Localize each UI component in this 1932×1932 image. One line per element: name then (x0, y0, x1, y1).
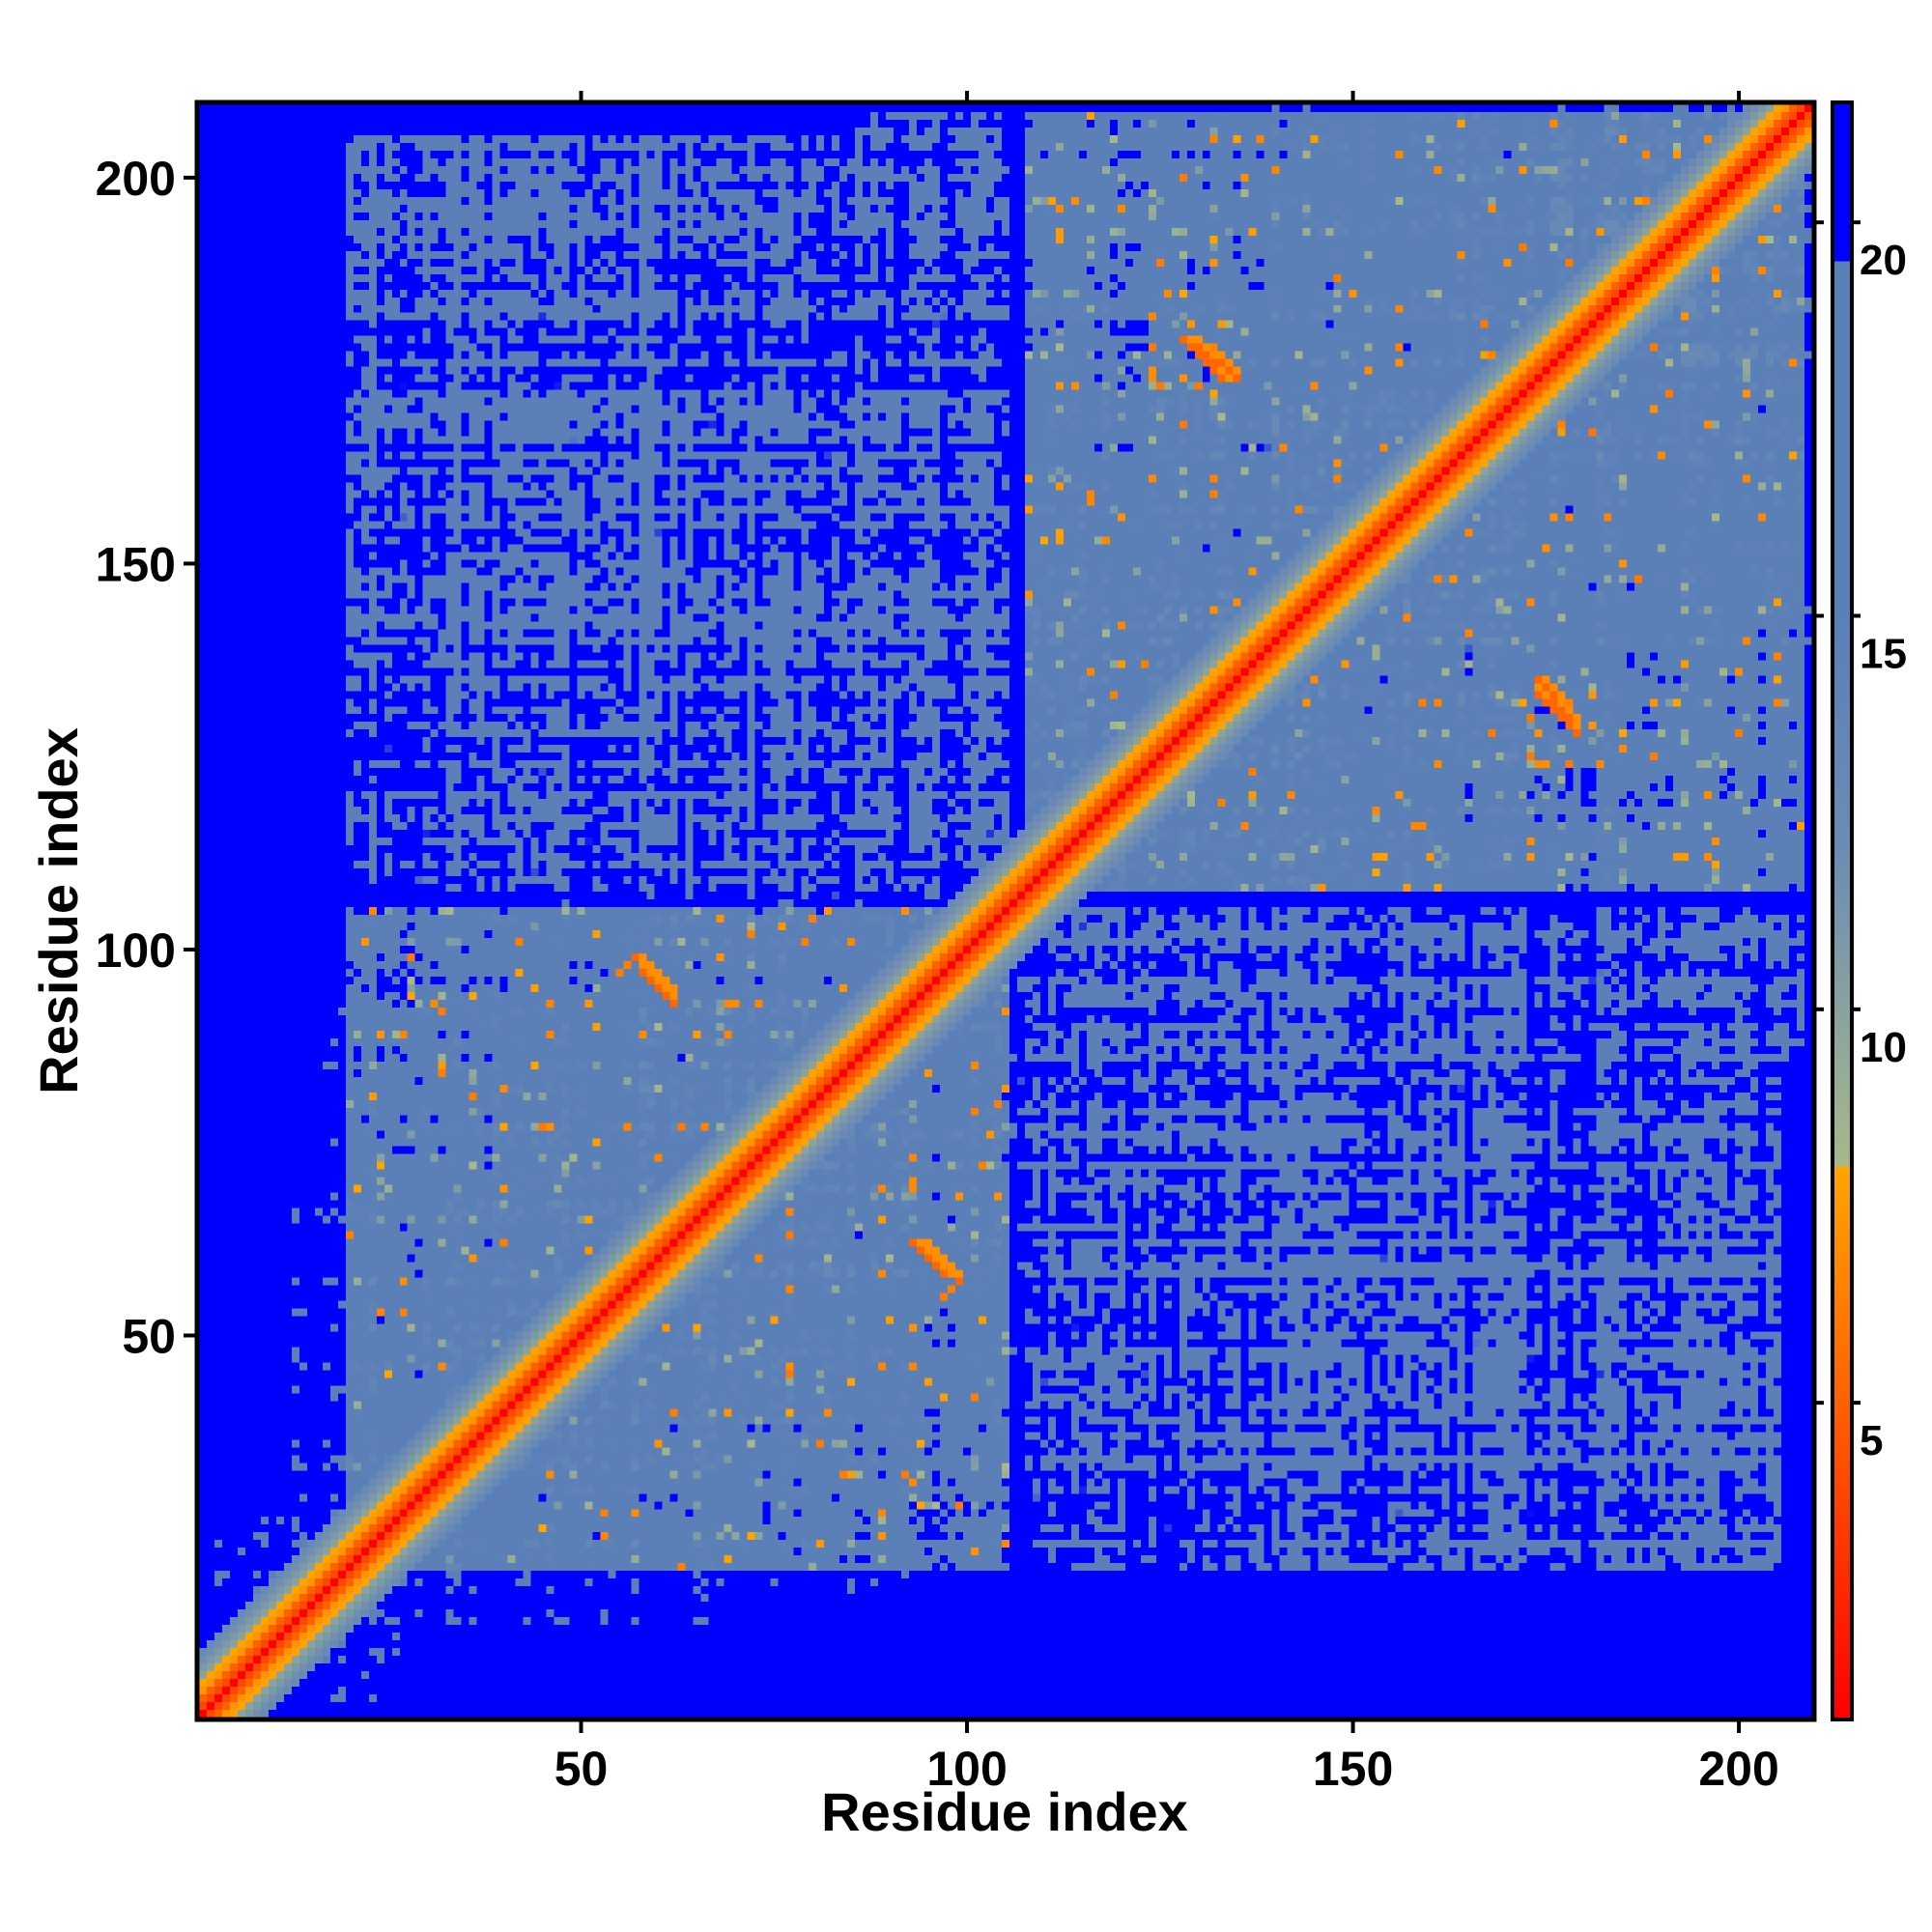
colorbar-ticks: 5 10 15 20 (1815, 220, 1907, 1464)
plot-frame (194, 99, 1817, 1722)
colorbar (1834, 104, 1850, 1718)
x-axis-ticks: 50 100 150 200 (554, 91, 1779, 1796)
y-tick-label: 150 (96, 537, 176, 591)
colorbar-frame (1831, 100, 1854, 1721)
heatmap (199, 104, 1812, 1718)
y-tick-label: 200 (96, 152, 176, 206)
x-tick-label: 100 (926, 1742, 1007, 1796)
x-tick-label: 50 (554, 1742, 609, 1796)
y-tick-label: 100 (96, 923, 176, 978)
colorbar-tick-label: 15 (1860, 631, 1907, 678)
colorbar-tick-label: 20 (1860, 237, 1907, 284)
y-tick-label: 50 (122, 1309, 176, 1363)
x-tick-label: 200 (1698, 1742, 1778, 1796)
colorbar-tick-label: 10 (1860, 1024, 1907, 1071)
x-axis-title: Residue index (821, 1781, 1188, 1842)
x-tick-label: 150 (1313, 1742, 1393, 1796)
y-axis-title: Residue index (28, 727, 89, 1094)
y-axis-ticks: 50 100 150 200 (96, 152, 197, 1363)
colorbar-tick-label: 5 (1860, 1417, 1883, 1464)
